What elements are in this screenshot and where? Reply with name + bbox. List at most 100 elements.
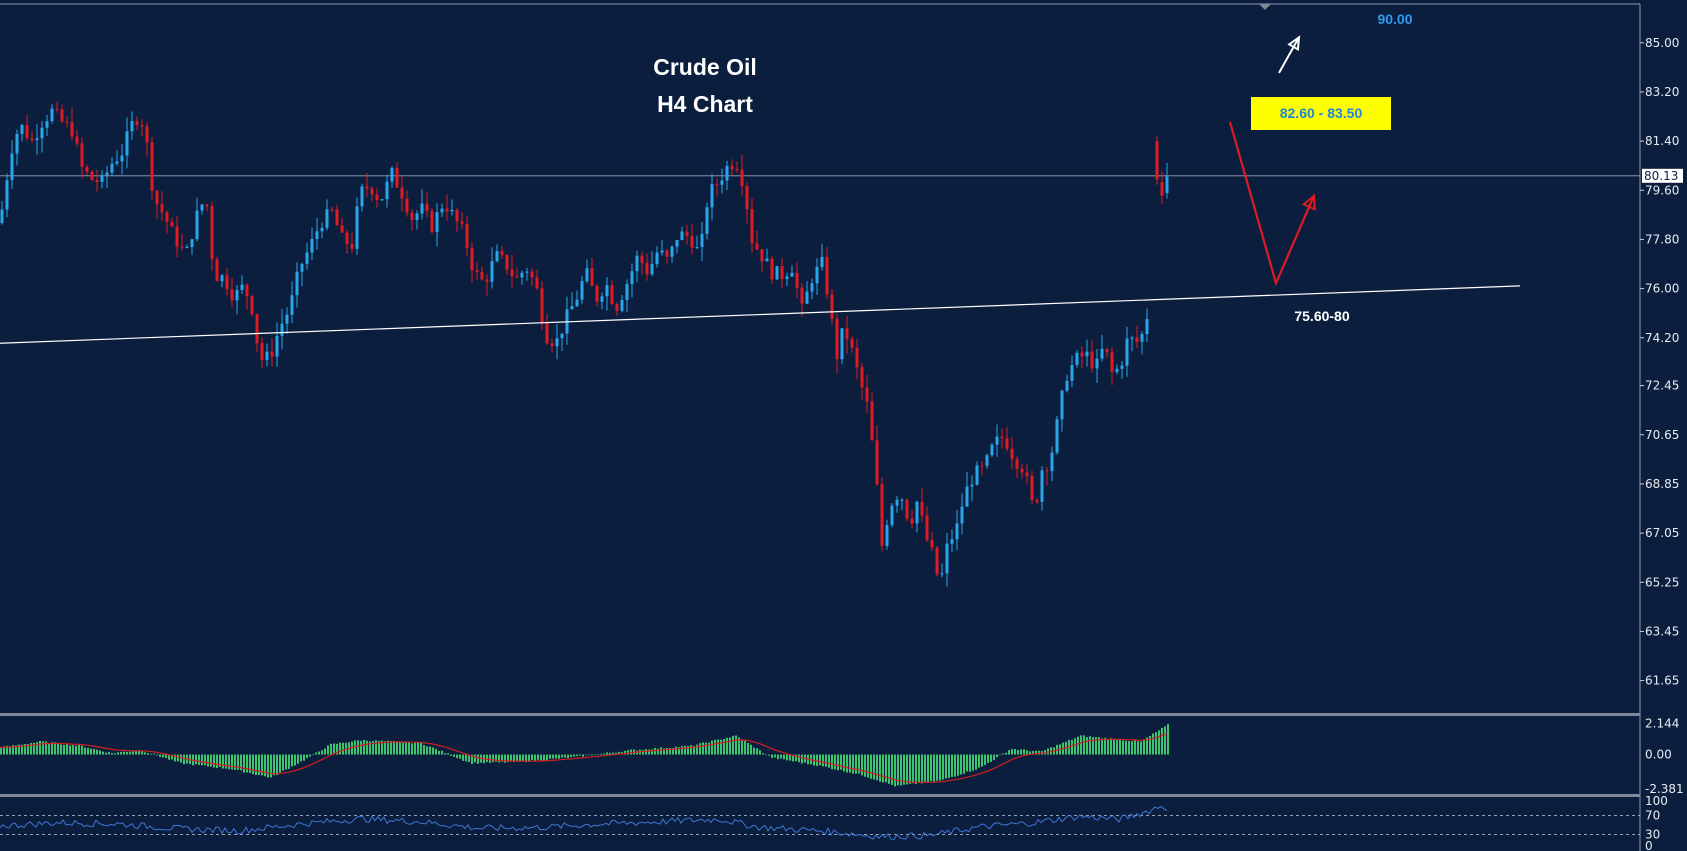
candle	[575, 290, 579, 308]
candle-body	[150, 142, 154, 191]
candle	[1055, 415, 1059, 455]
macd-bar	[876, 754, 878, 781]
macd-bar	[747, 742, 749, 755]
candle-body	[590, 268, 594, 286]
macd-bar	[591, 754, 593, 756]
candle	[200, 203, 204, 215]
candle	[840, 328, 844, 365]
macd-bar	[990, 754, 992, 762]
macd-bar	[282, 754, 284, 771]
candle	[770, 255, 774, 284]
candle	[105, 165, 109, 188]
macd-bar	[786, 754, 788, 761]
rsi-separator[interactable]	[0, 794, 1640, 797]
candle	[35, 124, 39, 155]
macd-bar	[363, 739, 365, 755]
macd-bar	[1116, 740, 1118, 755]
candle	[825, 246, 829, 299]
candle-body	[670, 246, 674, 257]
macd-bar	[108, 752, 110, 755]
candle-body	[730, 165, 734, 170]
macd-bar	[417, 742, 419, 755]
macd-bar	[780, 754, 782, 759]
candle	[560, 333, 564, 351]
candle-body	[1135, 337, 1139, 342]
candle	[905, 498, 909, 521]
candle-body	[100, 175, 104, 183]
macd-bar	[51, 742, 53, 755]
macd-bar	[525, 754, 527, 763]
candle	[815, 258, 819, 295]
candle	[850, 335, 854, 353]
candle-body	[810, 283, 814, 292]
candle	[465, 215, 469, 257]
candle	[150, 136, 154, 200]
macd-bar	[1005, 752, 1007, 755]
macd-bar	[720, 739, 722, 755]
candle	[1070, 355, 1074, 388]
macd-bar	[54, 742, 56, 755]
candle	[450, 199, 454, 216]
candle-body	[95, 180, 99, 183]
macd-bar	[846, 754, 848, 773]
macd-bar	[879, 754, 881, 782]
macd-bar	[378, 741, 380, 755]
candle	[360, 183, 364, 212]
candle-body	[1050, 452, 1054, 472]
macd-bar	[1110, 738, 1112, 755]
macd-bar	[657, 748, 659, 755]
macd-bar	[69, 745, 71, 755]
candle	[5, 173, 9, 218]
macd-bar	[174, 754, 176, 762]
candle	[370, 186, 374, 202]
candle-body	[635, 255, 639, 272]
candle-body	[1070, 365, 1074, 381]
candle-body	[245, 284, 249, 297]
rsi-tick-label: 0	[1645, 839, 1653, 851]
candle	[765, 248, 769, 262]
macd-bar	[726, 737, 728, 755]
macd-bar	[84, 747, 86, 755]
candle-body	[1165, 176, 1169, 194]
candle-body	[605, 285, 609, 297]
candle	[110, 157, 114, 177]
candle	[750, 198, 754, 253]
macd-bar	[1101, 738, 1103, 755]
macd-bar	[543, 754, 545, 761]
candle	[380, 198, 384, 201]
macd-bar	[1134, 740, 1136, 755]
price-tick-label: 63.45	[1645, 624, 1679, 638]
candle-body	[90, 171, 94, 181]
candle	[305, 242, 309, 270]
target-arrowhead-icon	[1287, 35, 1301, 51]
macd-bar	[522, 754, 524, 761]
candle-body	[110, 163, 114, 173]
macd-bar	[732, 735, 734, 755]
candle-body	[130, 121, 134, 132]
price-tick-label: 85.00	[1645, 36, 1679, 50]
rsi-tick-label: 70	[1645, 808, 1660, 822]
candle-body	[755, 243, 759, 250]
macd-bar	[555, 754, 557, 759]
support-trendline[interactable]	[0, 285, 1521, 344]
candle	[545, 313, 549, 345]
macd-bar	[39, 740, 41, 755]
macd-bar	[1020, 749, 1022, 755]
macd-bar	[321, 750, 323, 755]
macd-bar	[681, 746, 683, 755]
macd-bar	[30, 743, 32, 755]
macd-separator[interactable]	[0, 713, 1640, 716]
candle-body	[575, 299, 579, 307]
macd-bar	[261, 754, 263, 776]
candle-body	[850, 338, 854, 348]
candle-body	[870, 401, 874, 441]
candle	[420, 189, 424, 220]
macd-bar	[336, 743, 338, 755]
macd-bar	[651, 749, 653, 755]
candle	[760, 249, 764, 273]
macd-bar	[141, 751, 143, 755]
candle-body	[460, 221, 464, 224]
macd-bar	[1095, 737, 1097, 755]
candle-body	[65, 121, 69, 123]
